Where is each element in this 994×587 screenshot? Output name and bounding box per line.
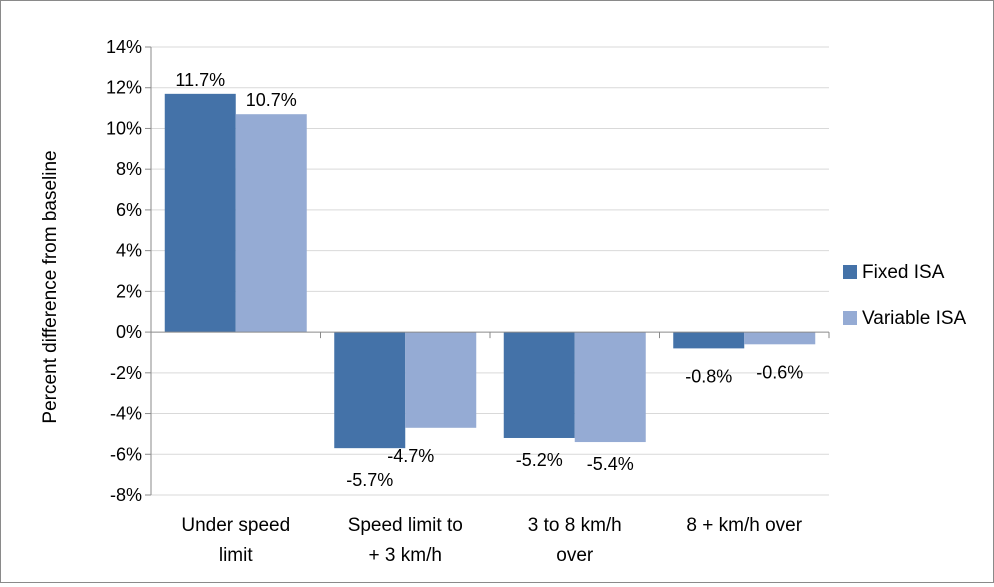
- data-label: -5.7%: [346, 470, 393, 490]
- data-label: 11.7%: [175, 70, 225, 90]
- legend-label: Fixed ISA: [862, 262, 945, 283]
- bar-variable-isa: [574, 332, 646, 443]
- category-labels: Under speed limit Speed limit to + 3 km/h 3 …: [181, 515, 802, 566]
- axes: [145, 46, 830, 496]
- data-label: -5.2%: [516, 450, 563, 470]
- bar-fixed-isa: [673, 332, 745, 349]
- legend-swatch: [843, 311, 857, 325]
- y-tick-labels: 14% 12% 10% 8% 6% 4% 2% 0% -2% -4% -6% -8%: [106, 37, 142, 505]
- y-tick-label: -8%: [110, 485, 142, 505]
- y-tick-label: 10%: [106, 118, 142, 138]
- legend-label: Variable ISA: [862, 308, 967, 329]
- bar-fixed-isa: [334, 332, 406, 449]
- bars: [164, 93, 816, 449]
- bar-fixed-isa: [164, 93, 236, 333]
- data-label: -0.8%: [685, 366, 732, 386]
- category-label: Speed limit to + 3 km/h: [348, 515, 463, 566]
- y-tick-label: 0%: [116, 322, 142, 342]
- data-label: -5.4%: [587, 454, 634, 474]
- legend-item: Variable ISA: [843, 308, 967, 329]
- data-label: 10.7%: [246, 90, 297, 110]
- category-label: Under speed limit: [181, 515, 290, 566]
- category-label: 3 to 8 km/h over: [528, 515, 622, 566]
- y-tick-label: 2%: [116, 281, 142, 301]
- y-tick-label: 6%: [116, 200, 142, 220]
- y-tick-label: 14%: [106, 37, 142, 57]
- y-tick-label: -2%: [110, 363, 142, 383]
- y-tick-label: 8%: [116, 159, 142, 179]
- data-label: -4.7%: [387, 446, 434, 466]
- bar-variable-isa: [405, 332, 477, 428]
- data-labels: 11.7% 10.7% -5.7% -4.7% -5.2% -5.4% -0.8% -0.6%: [175, 70, 803, 490]
- bar-variable-isa: [744, 332, 816, 345]
- y-axis-label: Percent difference from baseline: [40, 150, 61, 423]
- y-tick-label: -4%: [110, 404, 142, 424]
- legend-swatch: [843, 265, 857, 279]
- category-label: 8 + km/h over: [686, 515, 802, 536]
- y-tick-label: 12%: [106, 78, 142, 98]
- data-label: -0.6%: [756, 362, 803, 382]
- bar-fixed-isa: [503, 332, 575, 438]
- y-tick-label: -6%: [110, 444, 142, 464]
- bar-variable-isa: [235, 114, 307, 333]
- y-tick-label: 4%: [116, 241, 142, 261]
- legend-item: Fixed ISA: [843, 262, 945, 283]
- legend: Fixed ISA Variable ISA: [843, 262, 967, 329]
